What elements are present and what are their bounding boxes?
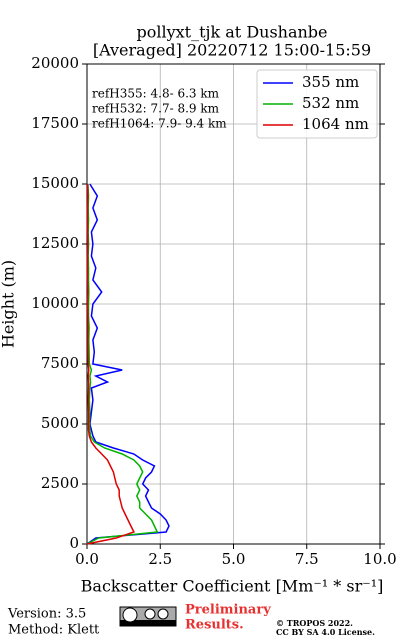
cc-badge <box>119 606 177 627</box>
y-tick-label: 7500 <box>41 354 79 372</box>
x-tick-label: 5.0 <box>222 550 246 568</box>
x-tick-label: 10.0 <box>363 550 396 568</box>
legend-label: 355 nm <box>302 73 359 91</box>
y-tick-label: 2500 <box>41 474 79 492</box>
chart-title: [Averaged] 20220712 15:00-15:59 <box>93 41 371 60</box>
annotation: refH355: 4.8- 6.3 km <box>92 87 220 101</box>
annotation: refH1064: 7.9- 9.4 km <box>92 117 227 131</box>
annotation: refH532: 7.7- 8.9 km <box>92 102 220 116</box>
copyright: © TROPOS 2022. <box>276 618 353 628</box>
y-tick-label: 20000 <box>31 54 79 72</box>
y-tick-label: 12500 <box>31 234 79 252</box>
profile-line <box>86 183 159 545</box>
profile-line <box>86 183 170 545</box>
x-tick-label: 2.5 <box>148 550 172 568</box>
preliminary: Preliminary <box>185 603 271 618</box>
y-tick-label: 0 <box>69 534 79 552</box>
y-tick-label: 5000 <box>41 414 79 432</box>
preliminary: Results. <box>185 618 244 633</box>
copyright: CC BY SA 4.0 License. <box>276 627 375 637</box>
x-axis-label: Backscatter Coefficient [Mm⁻¹ * sr⁻¹] <box>81 577 384 596</box>
legend-label: 532 nm <box>302 94 359 112</box>
version: Version: 3.5 <box>7 607 86 622</box>
method: Method: Klett <box>8 623 100 638</box>
x-tick-label: 0.0 <box>75 550 99 568</box>
x-tick-label: 7.5 <box>295 550 319 568</box>
y-tick-label: 17500 <box>31 114 79 132</box>
y-tick-label: 15000 <box>31 174 79 192</box>
y-axis-label: Height (m) <box>0 260 18 348</box>
y-tick-label: 10000 <box>31 294 79 312</box>
chart-title: pollyxt_tjk at Dushanbe <box>136 23 327 42</box>
legend-label: 1064 nm <box>302 115 369 133</box>
legend-box <box>256 69 378 139</box>
profile-line <box>86 183 135 545</box>
